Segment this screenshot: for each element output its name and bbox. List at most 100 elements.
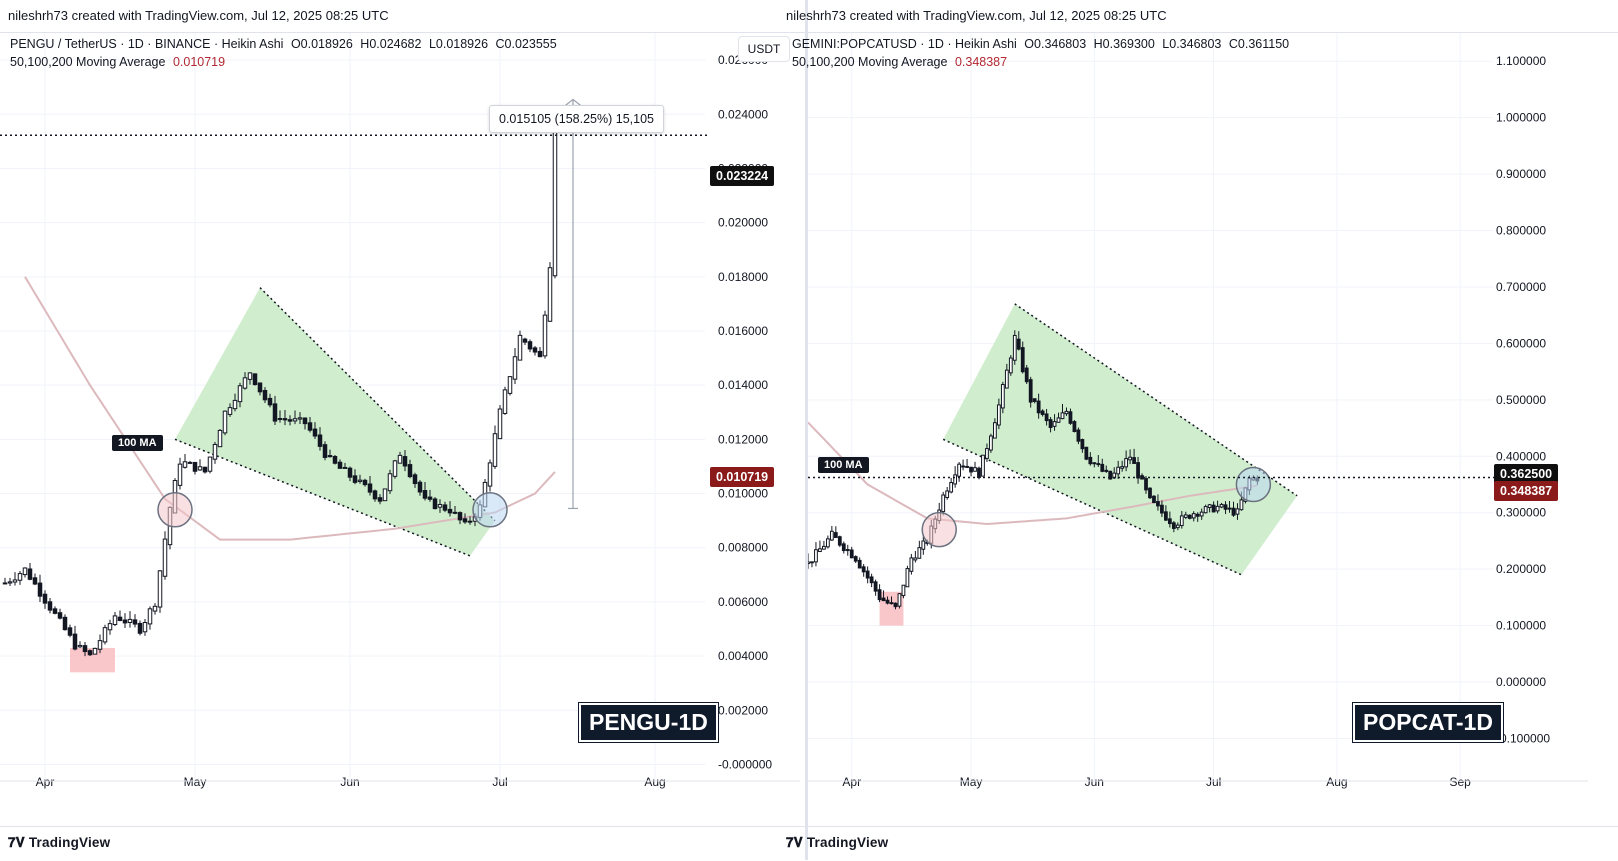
currency-selector[interactable]: USDT — [738, 36, 790, 62]
header-divider — [808, 32, 1618, 33]
candle-body — [1000, 384, 1005, 409]
candle-body — [1207, 504, 1212, 508]
candle-body — [957, 463, 962, 477]
candle-body — [357, 479, 363, 482]
x-tick-label: Aug — [644, 775, 665, 789]
candle-body — [2, 582, 8, 585]
candle-body — [437, 504, 443, 508]
symbol-legend: PENGU / TetherUS · 1D · BINANCE · Heikin… — [10, 37, 557, 51]
candle-body — [377, 497, 383, 502]
candle-body — [142, 622, 148, 633]
candle-body — [57, 612, 63, 619]
candle-body — [1124, 458, 1129, 468]
candle-body — [841, 543, 846, 552]
y-tick-label: 0.006000 — [718, 595, 768, 609]
candle-body — [1020, 347, 1025, 373]
candle-body — [27, 568, 33, 580]
candle-body — [1148, 487, 1152, 499]
symbol-legend: GEMINI:POPCATUSD · 1D · Heikin Ashi O0.3… — [792, 37, 1289, 51]
candle-body — [22, 567, 28, 576]
candle-body — [287, 419, 293, 422]
candle-body — [1028, 379, 1033, 403]
candle-body — [1195, 513, 1200, 517]
candle-body — [1227, 507, 1232, 510]
candle-body — [152, 605, 158, 612]
candle-body — [1175, 524, 1180, 529]
candle-body — [102, 627, 108, 643]
candle-body — [447, 508, 453, 514]
candle-body — [822, 545, 826, 550]
candle-body — [1048, 419, 1053, 429]
candle-body — [147, 608, 153, 625]
candle-body — [1223, 504, 1228, 510]
candle-body — [157, 570, 163, 608]
ma100-line — [24, 276, 556, 541]
popcat-chart-svg[interactable]: 1.100000 1.000000 0.900000 0.800000 0.700000… — [808, 33, 1618, 826]
y-tick-label: 0.000000 — [1496, 675, 1546, 689]
y-tick-label: 1.000000 — [1496, 111, 1546, 125]
candle-body — [107, 623, 113, 631]
tradingview-logo[interactable]: 𝟕𝐕 TradingView — [8, 835, 110, 851]
candle-body — [132, 619, 138, 625]
y-tick-label: 0.300000 — [1496, 506, 1546, 520]
y-tick-label: 0.400000 — [1496, 449, 1546, 463]
highlight-circle — [472, 492, 508, 528]
candle-body — [1052, 421, 1057, 427]
ma-legend[interactable]: 50,100,200 Moving Average 0.010719 — [10, 55, 225, 69]
candle-body — [1012, 334, 1017, 361]
candle-body — [427, 496, 433, 500]
tradingview-logo[interactable]: 𝟕𝐕 TradingView — [786, 835, 888, 851]
y-tick-label: 0.016000 — [718, 324, 768, 338]
candle-body — [117, 616, 123, 622]
candle-body — [961, 465, 965, 468]
candle-body — [442, 504, 448, 511]
candle-body — [1128, 456, 1132, 461]
highlight-circle — [157, 492, 193, 528]
candle-body — [227, 407, 233, 415]
candle-body — [492, 433, 498, 467]
candle-body — [1191, 513, 1196, 519]
candle-body — [432, 498, 438, 510]
ohlc-close: C0.023555 — [495, 37, 557, 51]
candle-body — [1152, 495, 1156, 504]
candle-body — [1072, 421, 1077, 433]
y-tick-label: 0.200000 — [1496, 562, 1546, 576]
ma-legend[interactable]: 50,100,200 Moving Average 0.348387 — [792, 55, 1007, 69]
candle-body — [317, 434, 323, 447]
candle-body — [829, 530, 834, 541]
candle-body — [893, 602, 898, 608]
candle-body — [112, 615, 118, 626]
candle-body — [1108, 470, 1113, 480]
x-tick-label: Aug — [1326, 775, 1347, 789]
candle-body — [1171, 522, 1176, 529]
chart-badge: PENGU-1D — [578, 702, 719, 743]
ma-legend-value: 0.348387 — [954, 55, 1008, 69]
candle-body — [307, 422, 313, 431]
candle-body — [62, 616, 68, 631]
candle-body — [1100, 463, 1105, 472]
ma-legend-value: 0.010719 — [172, 55, 226, 69]
low-highlight-box — [879, 591, 904, 626]
candle-body — [1219, 503, 1224, 508]
candle-body — [1080, 439, 1085, 450]
candle-body — [981, 454, 985, 477]
candle-body — [1084, 446, 1089, 460]
candle-body — [825, 538, 830, 548]
candle-body — [833, 532, 838, 538]
candle-body — [122, 619, 128, 624]
candle-body — [247, 372, 253, 380]
ohlc-high: H0.024682 — [360, 37, 422, 51]
candle-body — [996, 404, 1001, 426]
candle-body — [182, 461, 188, 468]
symbol-title[interactable]: PENGU / TetherUS · 1D · BINANCE · Heikin… — [10, 37, 284, 51]
candle-body — [818, 548, 822, 553]
candle-body — [92, 647, 98, 655]
candle-body — [242, 377, 248, 389]
ohlc-high: H0.369300 — [1093, 37, 1155, 51]
y-tick-label: 0.700000 — [1496, 280, 1546, 294]
symbol-title[interactable]: GEMINI:POPCATUSD · 1D · Heikin Ashi — [792, 37, 1017, 51]
candle-body — [47, 601, 53, 611]
pengu-chart-svg[interactable]: 0.0260000.0240000.0220000.0200000.018000… — [0, 33, 805, 826]
candle-body — [542, 314, 548, 357]
candle-body — [897, 593, 902, 607]
